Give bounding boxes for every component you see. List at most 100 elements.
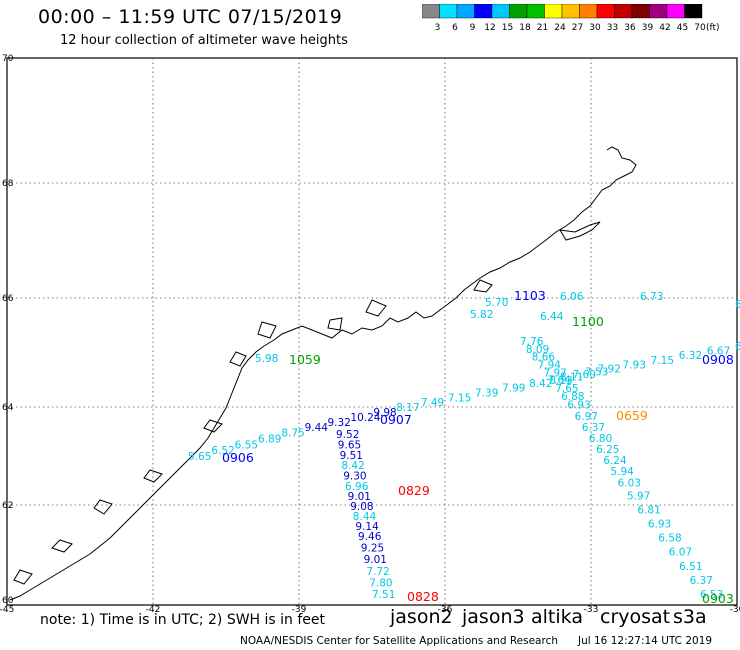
wave-height-value: 8.17 [396,402,419,414]
wave-height-value: 8.44 [353,511,377,523]
satellite-cryosat-label: cryosat [600,606,671,628]
legend-label: 12 [484,23,495,33]
wave-height-value: 6.67 [707,346,730,358]
wave-height-value: 8.09 [526,344,549,356]
legend-label: 33 [607,23,618,33]
wave-height-value: 6.24 [603,455,627,467]
wave-height-value: 6.96 [345,481,369,493]
latitude-label: 70 [2,54,14,64]
legend-label: 24 [554,23,566,33]
longitude-label: -30 [730,605,740,615]
legend-label: 9 [470,23,476,33]
pass-time-label: 1059 [289,352,321,367]
legend-label: 70 [694,23,706,33]
wave-height-value: 9.52 [336,429,359,441]
wave-height-value: 5.97 [627,490,650,502]
latitude-label: 60 [2,596,14,606]
wave-height-value: 7.99 [502,383,525,395]
footer-note: note: 1) Time is in UTC; 2) SWH is in fe… [40,612,326,628]
wave-height-value: 6.58 [658,533,681,545]
wave-height-value: 6.93 [648,519,671,531]
legend-unit: (ft) [706,23,720,33]
legend-label: 3 [435,23,441,33]
legend-label: 27 [572,23,583,33]
wave-height-value: 7.39 [475,388,498,400]
satellite-jason2-label: jason2 [390,606,453,628]
legend-label: 45 [677,23,688,33]
wave-height-value: 9.01 [364,554,387,566]
longitude-label: -42 [146,605,161,615]
pass-time-label: 0906 [222,450,254,465]
legend-label: 30 [589,23,601,33]
wave-height-value: 6.93 [567,400,590,412]
wave-height-value: 6.73 [640,291,663,303]
pass-time-label: 1103 [514,288,546,303]
wave-height-value: 9.30 [343,471,366,483]
color-scale-legend: 3 6 9 12 15 18 21 24 27 30 33 36 39 42 45 70 (ft) [422,4,720,33]
wave-height-value: 6.44 [540,311,564,323]
wave-height-value: 7.60 [573,369,596,381]
generation-timestamp: Jul 16 12:27:14 UTC 2019 [578,635,713,647]
map-frame [6,57,738,606]
wave-height-value: 6.32 [679,350,702,362]
wave-height-value: 7.53 [585,366,608,378]
legend-swatch [684,4,703,19]
wave-height-value: 8.42 [341,460,364,472]
wave-height-value: 6.25 [596,444,619,456]
longitude-label: -33 [584,605,599,615]
wave-height-value: 9.46 [358,531,382,543]
wave-height-value: 8.42 [529,378,552,390]
wave-height-value: 6.53 [700,589,723,601]
wave-height-value: 6.51 [679,561,702,573]
wave-height-value: 6.97 [575,411,598,423]
wave-height-value: 5.98 [255,353,278,365]
latitude-label: 68 [2,179,14,189]
longitude-label: -45 [0,605,14,615]
pass-time-label: 0903 [702,591,734,606]
wave-height-value: 6.55 [235,439,258,451]
wave-height-value: 7.93 [623,359,646,371]
legend-label: 15 [502,23,513,33]
pass-time-label: 0907 [380,412,412,427]
wave-height-value: 7.80 [369,577,392,589]
credit-line: NOAA/NESDIS Center for Satellite Applica… [240,635,558,647]
wave-height-value: 8.13 [549,375,572,387]
longitude-label: -39 [292,605,307,615]
chart-subtitle: 12 hour collection of altimeter wave hei… [60,33,348,48]
wave-height-value: 6.07 [669,547,692,559]
pass-time-label: 0908 [702,352,734,367]
wave-height-value: 7.92 [598,364,621,376]
wave-height-value: 9.14 [355,521,379,533]
wave-height-value: 8.11 [560,372,583,384]
wave-height-value: 7.15 [651,355,674,367]
wave-height-value: 7.51 [372,589,395,601]
wave-height-value: 9.44 [305,422,329,434]
wave-height-value: 6.81 [637,504,660,516]
wave-height-value: 6.45 [735,341,740,353]
pass-time-label: 0659 [616,408,648,423]
wave-height-value: 9.32 [328,417,351,429]
wave-height-value: 8.75 [281,428,304,440]
longitude-label: -36 [438,605,453,615]
satellite-altika-label: altika [531,606,583,628]
latitude-label: 64 [2,403,14,413]
satellite-jason3-label: jason3 [462,606,525,628]
wave-height-value: 7.97 [543,367,566,379]
wave-height-value: 6.06 [560,291,584,303]
wave-height-value: 5.65 [188,451,211,463]
legend-label: 21 [537,23,548,33]
wave-height-value: 8.66 [532,352,556,364]
legend-label: 6 [452,23,458,33]
wave-height-value: 9.65 [338,439,361,451]
wave-height-value: 7.49 [421,397,444,409]
wave-height-value: 9.25 [361,543,384,555]
wave-height-value: 6.88 [561,391,584,403]
pass-time-label: 0829 [398,483,430,498]
latitude-label: 66 [2,294,14,304]
satellite-s3a-label: s3a [673,606,707,628]
wave-height-value: 6.03 [618,477,641,489]
pass-time-label: 1100 [572,314,604,329]
latitude-label: 62 [2,501,13,511]
legend-label: 36 [624,23,636,33]
